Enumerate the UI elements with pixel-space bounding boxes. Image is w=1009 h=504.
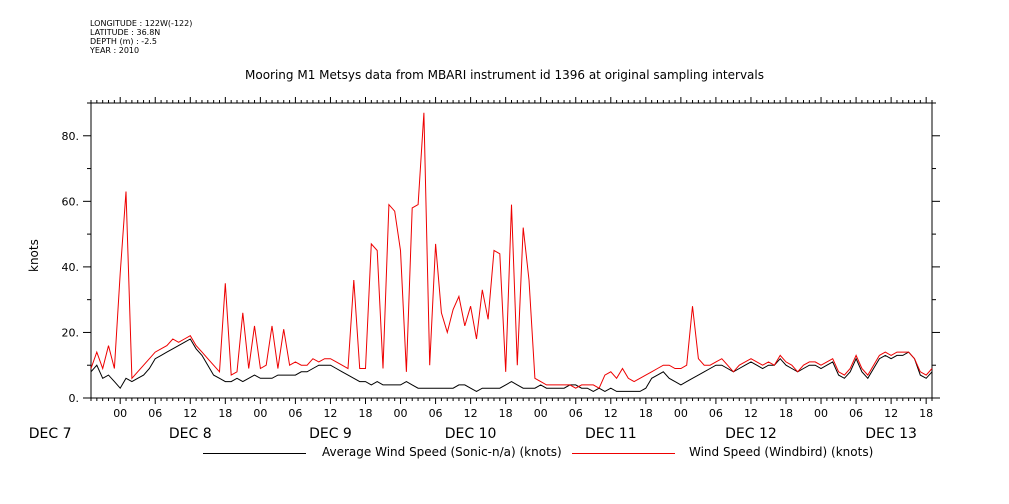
x-tick-label: 18 xyxy=(499,407,513,420)
x-tick-label: 12 xyxy=(884,407,898,420)
legend-label-windbird: Wind Speed (Windbird) (knots) xyxy=(689,445,874,459)
day-label: DEC 12 xyxy=(725,426,777,442)
x-tick-label: 18 xyxy=(919,407,933,420)
x-tick-label: 06 xyxy=(288,407,302,420)
x-tick-label: 12 xyxy=(604,407,618,420)
x-tick-label: 06 xyxy=(569,407,583,420)
legend-swatch-avg xyxy=(203,453,306,454)
series-line-avg-wind xyxy=(90,338,933,392)
x-tick-label: 00 xyxy=(253,407,267,420)
x-tick-label: 00 xyxy=(394,407,408,420)
longitude-label: LONGITUDE : 122W(-122) xyxy=(90,19,193,28)
legend-label-avg: Average Wind Speed (Sonic-n/a) (knots) xyxy=(322,445,562,459)
y-tick-label: 60. xyxy=(62,195,80,208)
latitude-label: LATITUDE : 36.8N xyxy=(90,28,161,37)
series-line-windbird xyxy=(90,112,933,389)
x-tick-label: 06 xyxy=(148,407,162,420)
day-label: DEC 8 xyxy=(169,426,212,442)
plot-frame xyxy=(90,102,933,399)
x-tick-label: 06 xyxy=(429,407,443,420)
x-tick-label: 00 xyxy=(814,407,828,420)
y-tick-label: 0. xyxy=(69,392,80,405)
day-label: DEC 11 xyxy=(585,426,637,442)
legend-swatch-windbird xyxy=(572,453,675,454)
y-tick-label: 40. xyxy=(62,261,80,274)
day-label: DEC 10 xyxy=(445,426,497,442)
x-tick-label: 00 xyxy=(534,407,548,420)
depth-label: DEPTH (m) : -2.5 xyxy=(90,37,157,46)
x-tick-label: 12 xyxy=(323,407,337,420)
legend: Average Wind Speed (Sonic-n/a) (knots) W… xyxy=(0,445,1009,465)
x-tick-label: 12 xyxy=(744,407,758,420)
x-tick-label: 06 xyxy=(709,407,723,420)
chart-title: Mooring M1 Metsys data from MBARI instru… xyxy=(245,68,764,82)
x-tick-label: 06 xyxy=(849,407,863,420)
x-tick-label: 00 xyxy=(113,407,127,420)
x-tick-label: 18 xyxy=(639,407,653,420)
y-tick-label: 20. xyxy=(62,326,80,339)
x-tick-label: 00 xyxy=(674,407,688,420)
x-tick-label: 18 xyxy=(358,407,372,420)
y-tick-label: 80. xyxy=(62,130,80,143)
x-tick-label: 18 xyxy=(218,407,232,420)
day-label: DEC 9 xyxy=(309,426,352,442)
day-label: DEC 7 xyxy=(29,426,72,442)
metadata-block: LONGITUDE : 122W(-122) LATITUDE : 36.8N … xyxy=(90,19,192,55)
x-tick-label: 12 xyxy=(183,407,197,420)
day-label: DEC 13 xyxy=(865,426,917,442)
x-tick-label: 12 xyxy=(464,407,478,420)
x-tick-label: 18 xyxy=(779,407,793,420)
year-label: YEAR : 2010 xyxy=(90,46,140,55)
